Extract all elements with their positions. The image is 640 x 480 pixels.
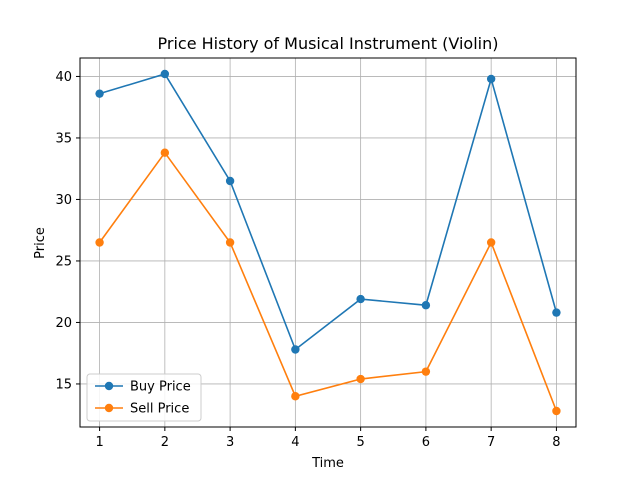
data-point (552, 406, 561, 416)
data-point (160, 148, 170, 157)
legend-label: Sell Price (130, 402, 189, 417)
x-tick-label: 3 (226, 435, 234, 450)
y-tick-label: 40 (55, 70, 72, 85)
legend-marker (104, 403, 114, 413)
data-point (95, 238, 104, 247)
y-axis-label: Price (33, 227, 48, 259)
y-axis: 15 20 25 30 35 40 (55, 70, 80, 392)
legend-marker (104, 381, 114, 391)
x-tick-label: 1 (95, 435, 103, 450)
series-buy-price (95, 69, 561, 354)
series-layer (95, 69, 561, 416)
y-tick-label: 25 (55, 254, 72, 269)
data-point (421, 367, 431, 376)
x-axis-label: Time (311, 456, 344, 471)
series-line (98, 151, 558, 412)
y-tick-label: 35 (55, 131, 72, 146)
data-point (291, 392, 300, 401)
x-tick-label: 7 (487, 435, 495, 450)
data-point (421, 301, 431, 310)
y-tick-label: 15 (55, 377, 72, 392)
chart-title: Price History of Musical Instrument (Vio… (158, 34, 499, 53)
data-point (552, 308, 561, 317)
data-point (160, 69, 170, 79)
data-point (225, 176, 235, 186)
data-point (356, 374, 365, 384)
legend-label: Buy Price (130, 380, 191, 395)
x-tick-label: 6 (422, 435, 430, 450)
y-tick-label: 20 (55, 316, 72, 331)
legend-item: Buy Price (95, 380, 191, 395)
series-sell-price (95, 148, 561, 416)
data-point (291, 345, 300, 354)
data-point (95, 89, 104, 98)
x-tick-label: 4 (291, 435, 299, 450)
x-tick-label: 8 (552, 435, 560, 450)
data-point (225, 238, 235, 247)
x-tick-label: 2 (161, 435, 169, 450)
data-point (356, 294, 365, 304)
x-axis: 1 2 3 4 5 6 7 8 (95, 427, 561, 450)
y-tick-label: 30 (55, 193, 72, 208)
plot-frame (79, 57, 577, 428)
data-point (486, 74, 496, 84)
x-tick-label: 5 (356, 435, 364, 450)
data-point (486, 238, 496, 247)
legend: Buy Price Sell Price (86, 373, 202, 422)
series-line (99, 73, 558, 351)
legend-item: Sell Price (95, 402, 189, 417)
